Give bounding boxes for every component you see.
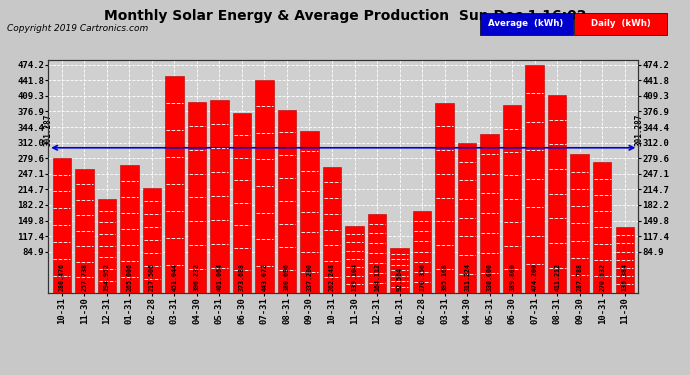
- Bar: [480, 134, 499, 292]
- Text: Monthly Solar Energy & Average Production  Sun Dec 1 16:02: Monthly Solar Energy & Average Productio…: [104, 9, 586, 23]
- Text: 301.287: 301.287: [43, 114, 52, 146]
- Text: 170.356: 170.356: [419, 263, 425, 291]
- Text: 395.168: 395.168: [442, 263, 448, 291]
- Bar: [503, 105, 522, 292]
- Text: 474.200: 474.200: [532, 263, 538, 291]
- Text: 396.232: 396.232: [194, 263, 200, 291]
- Bar: [255, 80, 274, 292]
- Text: 330.000: 330.000: [486, 263, 493, 291]
- Text: 389.800: 389.800: [509, 263, 515, 291]
- Text: Daily  (kWh): Daily (kWh): [591, 19, 651, 28]
- Bar: [323, 166, 342, 292]
- Bar: [52, 158, 71, 292]
- Text: 265.006: 265.006: [126, 263, 132, 291]
- Bar: [210, 100, 228, 292]
- Bar: [97, 199, 116, 292]
- Text: 287.788: 287.788: [577, 263, 583, 291]
- Bar: [526, 65, 544, 292]
- Text: 451.044: 451.044: [171, 263, 177, 291]
- Text: 337.200: 337.200: [306, 263, 313, 291]
- Bar: [548, 95, 566, 292]
- Text: 194.952: 194.952: [104, 263, 110, 291]
- Bar: [345, 226, 364, 292]
- Text: 443.072: 443.072: [262, 263, 268, 291]
- Text: 164.112: 164.112: [374, 263, 380, 291]
- Text: 311.224: 311.224: [464, 263, 470, 291]
- Text: 262.248: 262.248: [329, 263, 335, 291]
- Text: 217.506: 217.506: [149, 263, 155, 291]
- Bar: [615, 227, 634, 292]
- Text: Copyright 2019 Cartronics.com: Copyright 2019 Cartronics.com: [7, 24, 148, 33]
- Text: 139.104: 139.104: [351, 263, 357, 291]
- Bar: [391, 248, 408, 292]
- Text: 411.212: 411.212: [554, 263, 560, 291]
- Text: 401.064: 401.064: [217, 263, 222, 291]
- Text: 380.696: 380.696: [284, 263, 290, 291]
- Bar: [278, 110, 296, 292]
- Bar: [120, 165, 139, 292]
- Text: 136.384: 136.384: [622, 263, 628, 291]
- Bar: [188, 102, 206, 292]
- Bar: [435, 103, 454, 292]
- Bar: [571, 154, 589, 292]
- Bar: [233, 113, 251, 292]
- Text: 270.632: 270.632: [599, 263, 605, 291]
- Text: 301.287: 301.287: [635, 114, 644, 146]
- Text: 280.476: 280.476: [59, 263, 65, 291]
- Bar: [368, 214, 386, 292]
- Bar: [593, 162, 611, 292]
- Bar: [165, 76, 184, 292]
- Bar: [75, 169, 94, 292]
- Text: Average  (kWh): Average (kWh): [489, 19, 564, 28]
- Bar: [458, 143, 476, 292]
- Text: 92.564: 92.564: [397, 267, 402, 291]
- Bar: [300, 130, 319, 292]
- Bar: [143, 188, 161, 292]
- Text: 373.688: 373.688: [239, 263, 245, 291]
- Bar: [413, 211, 431, 292]
- Text: 257.738: 257.738: [81, 263, 88, 291]
